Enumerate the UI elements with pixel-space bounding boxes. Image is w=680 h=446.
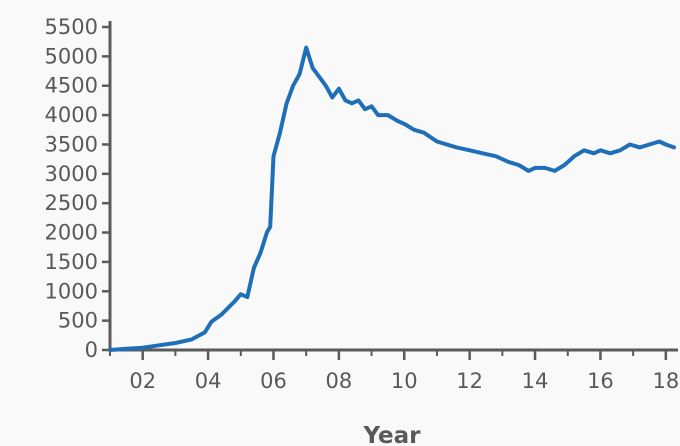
y-tick-label: 1000 (45, 279, 98, 303)
data-point (369, 104, 374, 108)
data-point (304, 45, 308, 50)
data-point (203, 330, 207, 334)
x-tick-label: 02 (129, 369, 156, 393)
y-axis: 0 500 1000 1500 2000 2500 3000 3500 4000 4500 5000… (45, 15, 112, 362)
y-tick-label: 4000 (45, 103, 98, 127)
data-point (468, 148, 472, 152)
data-point (402, 122, 406, 126)
data-point (582, 148, 586, 152)
data-point (141, 346, 145, 350)
series-line-0 (108, 45, 676, 352)
data-point (239, 292, 243, 296)
series-group (108, 45, 676, 352)
x-tick-label: 08 (326, 369, 353, 393)
data-point (157, 343, 161, 347)
data-point (363, 107, 367, 111)
data-point (209, 320, 213, 324)
x-tick-label: 14 (522, 369, 549, 393)
data-point (507, 160, 511, 164)
data-point (232, 300, 236, 304)
data-point (608, 151, 612, 155)
x-tick-label: 12 (456, 369, 483, 393)
y-tick-label: 500 (58, 309, 98, 333)
data-point (298, 72, 302, 76)
data-point (664, 142, 668, 147)
y-tick-label: 5000 (45, 44, 98, 68)
data-point (435, 139, 439, 144)
x-tick-label: 16 (587, 369, 614, 393)
x-tick-label: 06 (260, 369, 287, 393)
data-point (543, 166, 547, 170)
data-point (219, 313, 223, 317)
data-point (108, 348, 112, 352)
data-point (445, 142, 449, 147)
data-point (350, 101, 354, 105)
data-point (343, 98, 348, 103)
x-tick-label: 18 (652, 369, 679, 393)
data-point (245, 295, 249, 299)
data-point (173, 341, 177, 345)
data-point (628, 142, 632, 147)
data-point (317, 75, 321, 79)
data-point (124, 347, 128, 351)
data-point (356, 98, 361, 103)
data-point (311, 66, 315, 70)
y-tick-label: 2000 (45, 221, 98, 245)
data-point (258, 251, 262, 255)
data-point (517, 163, 521, 167)
y-tick-label: 0 (85, 338, 98, 362)
data-point (386, 113, 390, 117)
data-point (324, 84, 328, 88)
y-tick-label: 2500 (45, 191, 98, 215)
data-point (672, 145, 676, 149)
data-point (638, 145, 642, 149)
data-point (265, 230, 269, 235)
data-point (268, 225, 272, 229)
y-tick-label: 1500 (45, 250, 98, 274)
data-point (291, 84, 295, 88)
data-point (494, 154, 498, 158)
data-point (553, 169, 557, 173)
x-tick-label: 04 (195, 369, 222, 393)
data-point (252, 266, 256, 270)
y-tick-label: 3500 (45, 132, 98, 156)
y-tick-label: 5500 (45, 15, 98, 39)
data-point (598, 148, 603, 152)
data-point (572, 154, 576, 158)
data-point (412, 128, 416, 132)
data-point (422, 131, 426, 135)
data-point (526, 169, 531, 173)
data-point (562, 163, 567, 167)
data-point (376, 113, 380, 117)
y-tick-label: 3000 (45, 162, 98, 186)
data-point (396, 119, 400, 123)
y-tick-label: 4500 (45, 74, 98, 98)
data-point (647, 142, 652, 147)
data-point (533, 166, 537, 170)
data-point (271, 154, 276, 158)
data-point (592, 151, 596, 155)
data-point (454, 145, 459, 149)
data-point (481, 151, 485, 155)
data-point (657, 139, 661, 144)
x-axis-title: Year (362, 423, 421, 446)
data-point (618, 148, 622, 152)
data-point (190, 337, 194, 342)
x-axis: 02 04 06 08 10 12 14 16 18 (109, 348, 679, 393)
data-point (278, 131, 282, 135)
x-tick-label: 10 (391, 369, 418, 393)
data-point (284, 101, 289, 105)
data-point (337, 87, 341, 91)
data-point (330, 95, 334, 100)
